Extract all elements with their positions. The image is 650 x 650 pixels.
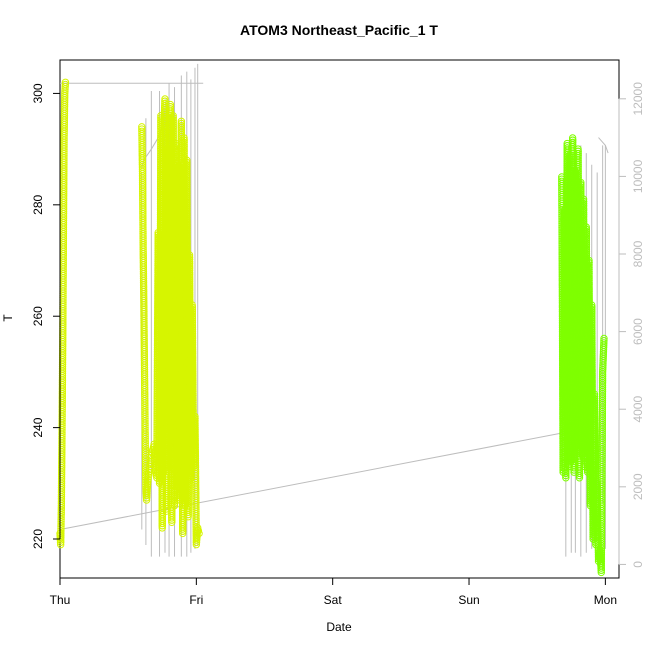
data-point (61, 78, 70, 86)
data-point-fill (144, 478, 152, 486)
secondary-line (598, 137, 609, 154)
secondary-line (59, 428, 585, 530)
points-layer (56, 78, 608, 577)
data-point-fill (143, 482, 152, 491)
data-point-fill (143, 480, 152, 488)
data-point-fill (61, 80, 70, 89)
y-axis-label: T (1, 314, 15, 322)
chart-title: ATOM3 Northeast_Pacific_1 T (240, 22, 438, 38)
data-point-fill (143, 487, 151, 495)
data-point-fill (61, 83, 69, 91)
data-point (143, 485, 151, 493)
data-point-fill (144, 470, 153, 479)
x-axis-label: Date (326, 620, 352, 634)
data-point-fill (144, 475, 152, 484)
data-point-fill (144, 473, 152, 481)
